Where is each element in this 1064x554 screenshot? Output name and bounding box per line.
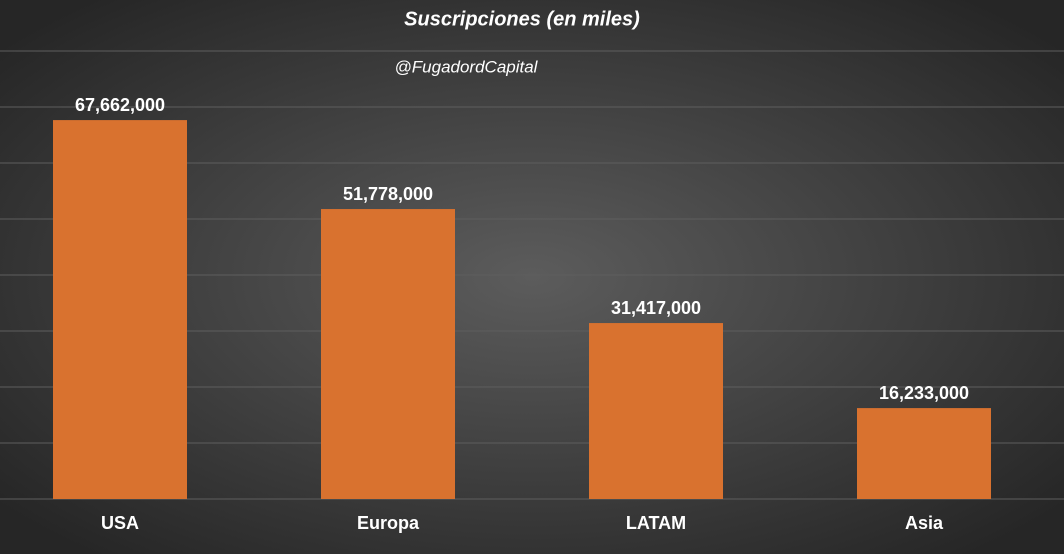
value-label: 67,662,000 [75, 95, 165, 115]
x-tick-label: Europa [357, 513, 420, 533]
x-tick-label: LATAM [626, 513, 686, 533]
value-label: 31,417,000 [611, 298, 701, 318]
chart-subtitle: @FugadordCapital [395, 57, 539, 76]
chart-title: Suscripciones (en miles) [404, 8, 640, 30]
x-tick-label: Asia [905, 513, 944, 533]
bar [53, 120, 187, 499]
bar [589, 323, 723, 499]
bar [321, 209, 455, 499]
x-tick-label: USA [101, 513, 139, 533]
bar [857, 408, 991, 499]
value-label: 51,778,000 [343, 184, 433, 204]
value-label: 16,233,000 [879, 383, 969, 403]
